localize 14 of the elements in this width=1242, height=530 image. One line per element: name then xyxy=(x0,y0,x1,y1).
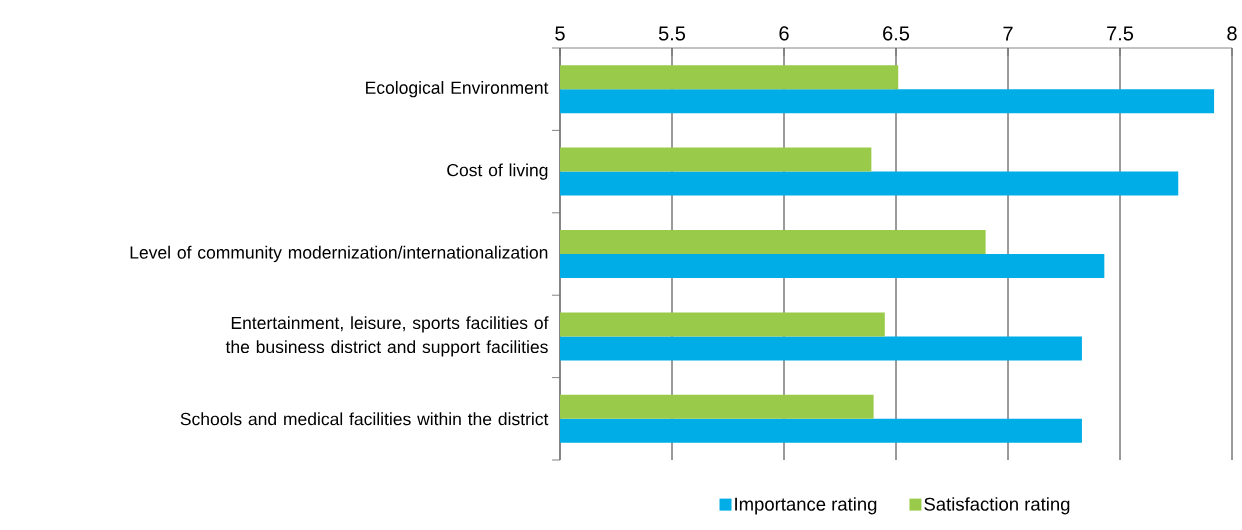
legend-label: Satisfaction rating xyxy=(924,497,1070,515)
x-tick-label: 6 xyxy=(779,26,789,41)
y-tick-label: Cost of living xyxy=(447,163,548,180)
x-tick-label: 5.5 xyxy=(658,26,686,41)
y-tick-label: Entertainment, leisure, sports facilities of the business district and support facilities xyxy=(225,316,549,357)
x-tick-label: 7 xyxy=(1003,26,1013,41)
x-tick-label: 8 xyxy=(1227,26,1237,41)
x-tick-label: 5 xyxy=(555,26,565,41)
legend-label: Importance rating xyxy=(735,497,877,515)
y-tick-label: Level of community modernization/internationalization xyxy=(130,245,548,263)
x-tick-label: 6.5 xyxy=(883,26,910,41)
y-tick-label: Ecological Environment xyxy=(366,81,549,98)
x-tick-label: 7.5 xyxy=(1107,26,1134,41)
y-tick-label: Schools and medical facilities within the district xyxy=(180,412,549,426)
